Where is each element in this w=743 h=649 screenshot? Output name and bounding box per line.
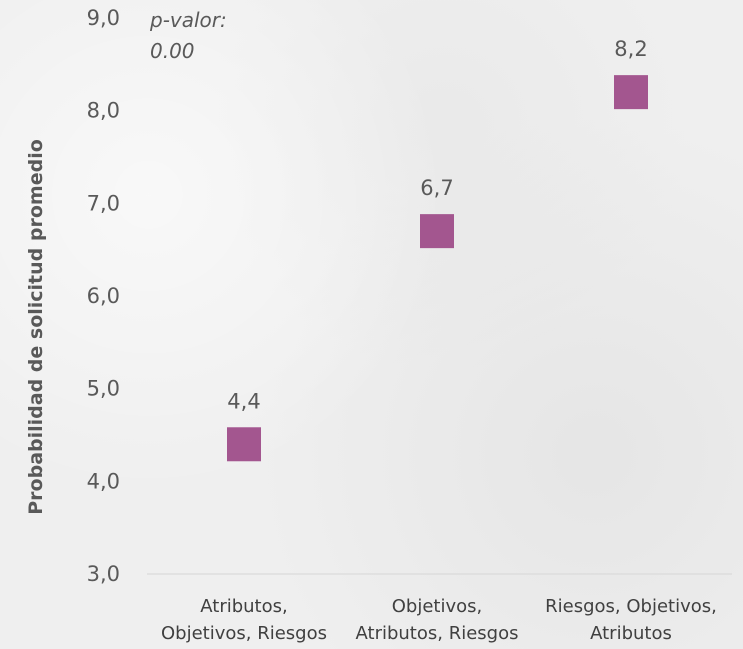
x-tick-label-line2: Objetivos, Riesgos: [161, 623, 327, 644]
data-point-marker: [227, 427, 261, 462]
data-label: 4,4: [227, 389, 260, 413]
y-axis-title: Probabilidad de solicitud promedio: [25, 139, 47, 515]
y-tick-labels: 3,0 4,0 5,0 6,0 7,0 8,0 9,0: [87, 6, 120, 586]
data-label: 8,2: [614, 37, 647, 61]
data-points: 4,4 6,7 8,2: [227, 37, 648, 462]
x-tick-label-line2: Atributos: [590, 623, 672, 644]
x-tick-label-line2: Atributos, Riesgos: [356, 623, 519, 644]
y-tick-label: 3,0: [87, 562, 120, 586]
y-tick-label: 7,0: [87, 191, 120, 215]
x-tick-label-line1: Atributos,: [200, 596, 287, 617]
x-tick-label-line1: Riesgos, Objetivos,: [545, 596, 717, 617]
y-tick-label: 4,0: [87, 469, 120, 493]
y-tick-label: 8,0: [87, 99, 120, 123]
x-tick-label-line1: Objetivos,: [392, 596, 483, 617]
data-point-marker: [420, 214, 454, 249]
data-label: 6,7: [420, 176, 453, 200]
y-tick-label: 5,0: [87, 377, 120, 401]
p-value-label: p-valor:: [149, 8, 227, 32]
p-value-number: 0.00: [150, 39, 195, 63]
y-tick-label: 6,0: [87, 284, 120, 308]
y-tick-label: 9,0: [87, 6, 120, 30]
data-point-marker: [614, 75, 648, 110]
x-tick-labels: Atributos, Objetivos, Riesgos Objetivos, At…: [161, 596, 717, 644]
